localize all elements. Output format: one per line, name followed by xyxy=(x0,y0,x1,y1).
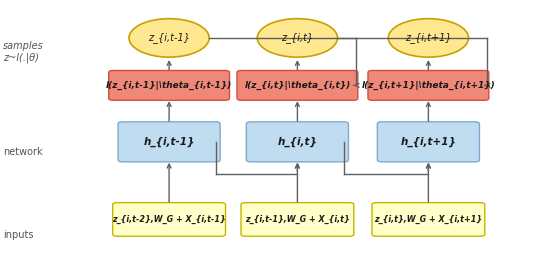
FancyBboxPatch shape xyxy=(237,70,358,100)
Text: l(z_{i,t}|\theta_{i,t}): l(z_{i,t}|\theta_{i,t}) xyxy=(244,81,351,90)
FancyBboxPatch shape xyxy=(368,70,489,100)
FancyBboxPatch shape xyxy=(377,122,479,162)
Text: h_{i,t-1}: h_{i,t-1} xyxy=(144,137,195,147)
Text: l(z_{i,t+1}|\theta_{i,t+1}): l(z_{i,t+1}|\theta_{i,t+1}) xyxy=(361,81,495,90)
Ellipse shape xyxy=(388,19,468,57)
FancyBboxPatch shape xyxy=(372,203,485,236)
Text: h_{i,t+1}: h_{i,t+1} xyxy=(400,137,456,147)
Ellipse shape xyxy=(129,19,209,57)
Text: z_{i,t-2},W_G + X_{i,t-1}: z_{i,t-2},W_G + X_{i,t-1} xyxy=(112,215,226,224)
Text: samples
z~l(.|θ): samples z~l(.|θ) xyxy=(3,41,44,63)
Ellipse shape xyxy=(257,19,338,57)
Text: network: network xyxy=(3,147,43,157)
FancyBboxPatch shape xyxy=(109,70,229,100)
Text: l(z_{i,t-1}|\theta_{i,t-1}): l(z_{i,t-1}|\theta_{i,t-1}) xyxy=(106,81,232,90)
Text: h_{i,t}: h_{i,t} xyxy=(278,137,317,147)
FancyBboxPatch shape xyxy=(118,122,220,162)
Text: z_{i,t-1},W_G + X_{i,t}: z_{i,t-1},W_G + X_{i,t} xyxy=(245,215,350,224)
Text: inputs: inputs xyxy=(3,230,34,240)
FancyBboxPatch shape xyxy=(241,203,354,236)
Text: z_{i,t-1}: z_{i,t-1} xyxy=(148,33,190,43)
FancyBboxPatch shape xyxy=(113,203,226,236)
FancyBboxPatch shape xyxy=(247,122,348,162)
Text: z_{i,t},W_G + X_{i,t+1}: z_{i,t},W_G + X_{i,t+1} xyxy=(374,215,482,224)
Text: z_{i,t+1}: z_{i,t+1} xyxy=(405,33,452,43)
Text: z_{i,t}: z_{i,t} xyxy=(281,33,314,43)
